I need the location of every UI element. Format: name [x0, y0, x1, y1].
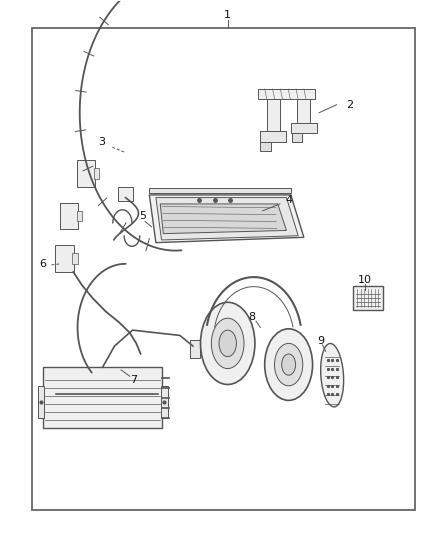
FancyBboxPatch shape [77, 211, 82, 221]
Polygon shape [260, 131, 286, 142]
Text: 2: 2 [346, 100, 353, 110]
Text: 10: 10 [358, 274, 372, 285]
FancyBboxPatch shape [292, 133, 302, 142]
FancyBboxPatch shape [353, 286, 383, 310]
Text: 1: 1 [224, 10, 231, 20]
Ellipse shape [212, 318, 244, 368]
Ellipse shape [275, 343, 303, 386]
Ellipse shape [201, 302, 255, 384]
Polygon shape [258, 89, 315, 100]
Text: 4: 4 [285, 195, 292, 205]
FancyBboxPatch shape [55, 245, 74, 272]
Ellipse shape [321, 343, 344, 407]
Polygon shape [297, 100, 311, 123]
Text: 3: 3 [98, 137, 105, 147]
Polygon shape [267, 100, 280, 131]
FancyBboxPatch shape [94, 168, 99, 179]
FancyBboxPatch shape [77, 160, 95, 187]
Text: 9: 9 [318, 336, 325, 346]
Polygon shape [149, 188, 291, 193]
FancyBboxPatch shape [60, 203, 78, 229]
Polygon shape [160, 204, 286, 233]
Ellipse shape [265, 329, 313, 400]
Text: 7: 7 [131, 375, 138, 385]
FancyBboxPatch shape [190, 340, 200, 358]
FancyBboxPatch shape [72, 253, 78, 264]
Polygon shape [149, 195, 304, 243]
Ellipse shape [219, 330, 237, 357]
Text: 5: 5 [139, 211, 146, 221]
Polygon shape [291, 123, 317, 133]
FancyBboxPatch shape [260, 142, 271, 151]
FancyBboxPatch shape [43, 367, 162, 428]
FancyBboxPatch shape [161, 386, 168, 418]
Text: 6: 6 [39, 259, 46, 269]
FancyBboxPatch shape [118, 188, 133, 201]
Polygon shape [156, 198, 298, 240]
Text: 8: 8 [248, 312, 255, 322]
Ellipse shape [282, 354, 296, 375]
FancyBboxPatch shape [38, 386, 44, 418]
